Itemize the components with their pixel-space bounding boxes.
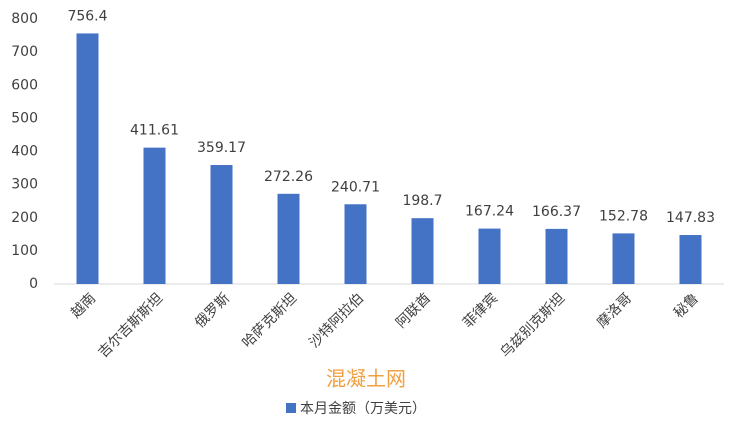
bar [277, 193, 300, 284]
y-tick-label: 0 [29, 276, 38, 292]
x-tick-label: 摩洛哥 [593, 290, 635, 332]
x-tick-label: 哈萨克斯坦 [239, 290, 300, 351]
y-tick-label: 800 [11, 11, 38, 27]
legend-swatch [286, 403, 296, 413]
y-tick-label: 200 [11, 210, 38, 226]
x-tick-label: 秘鲁 [671, 290, 702, 321]
value-label: 198.7 [402, 193, 442, 209]
y-tick-label: 700 [11, 44, 38, 60]
value-label: 240.71 [331, 179, 380, 195]
x-tick-label: 沙特阿拉伯 [306, 290, 367, 351]
value-label: 411.61 [130, 123, 179, 139]
bar [210, 165, 233, 284]
bar [344, 204, 367, 284]
value-label: 147.83 [666, 210, 715, 226]
value-label: 167.24 [465, 204, 514, 220]
bar [545, 228, 568, 284]
bar [679, 235, 702, 284]
value-label: 756.4 [67, 8, 107, 24]
bar [612, 233, 635, 284]
y-tick-label: 400 [11, 144, 38, 160]
y-tick-label: 300 [11, 177, 38, 193]
value-label: 272.26 [264, 169, 313, 185]
value-label: 359.17 [197, 140, 246, 156]
watermark: 混凝土网 [326, 367, 406, 391]
y-tick-label: 500 [11, 110, 38, 126]
x-tick-label: 俄罗斯 [192, 290, 233, 331]
bar [478, 228, 501, 284]
x-tick-label: 乌兹别克斯坦 [497, 290, 568, 361]
y-tick-label: 600 [11, 77, 38, 93]
x-tick-label: 越南 [68, 290, 99, 321]
x-tick-label: 菲律宾 [460, 290, 501, 331]
x-tick-label: 吉尔吉斯斯坦 [95, 290, 166, 361]
x-tick-label: 阿联酋 [392, 290, 434, 332]
y-tick-label: 100 [11, 243, 38, 259]
legend-label: 本月金额（万美元） [300, 401, 426, 417]
value-label: 152.78 [599, 208, 648, 224]
bar [411, 218, 434, 284]
bar [143, 147, 166, 284]
value-label: 166.37 [532, 204, 581, 220]
bar [76, 33, 99, 284]
